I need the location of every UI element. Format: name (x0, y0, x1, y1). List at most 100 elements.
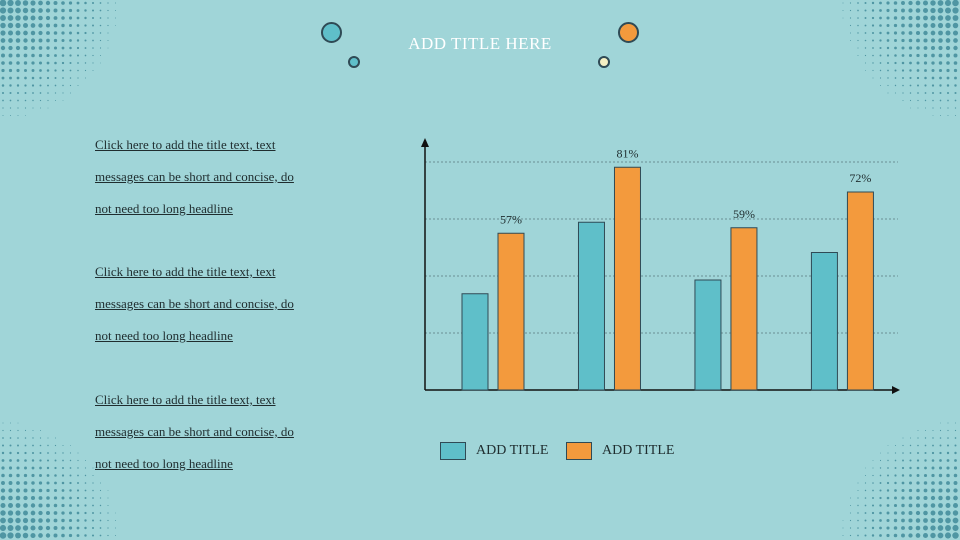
halftone-dot (931, 61, 935, 65)
halftone-dot (15, 495, 21, 501)
halftone-dot (0, 45, 6, 51)
halftone-dot (915, 15, 921, 21)
halftone-dot (9, 451, 12, 455)
text-block-1[interactable]: Click here to add the title text, text m… (95, 129, 345, 225)
halftone-dot (902, 437, 904, 439)
halftone-dot (879, 9, 882, 12)
halftone-dot (901, 54, 905, 57)
data-label: 72% (849, 171, 871, 185)
halftone-dot (7, 525, 14, 531)
halftone-dot (909, 99, 912, 102)
halftone-dot (61, 533, 65, 538)
halftone-dot (923, 30, 928, 36)
text-line[interactable]: not need too long headline (95, 456, 233, 471)
halftone-dot (84, 474, 87, 477)
text-block-2[interactable]: Click here to add the title text, text m… (95, 256, 345, 352)
halftone-dot (61, 69, 65, 72)
halftone-dot (930, 15, 936, 21)
halftone-dot (886, 526, 890, 530)
halftone-dot (923, 518, 928, 523)
halftone-dot (76, 489, 80, 492)
halftone-dot (107, 40, 109, 41)
halftone-dot (932, 99, 934, 102)
halftone-dot (1, 91, 5, 95)
halftone-dot (84, 47, 87, 49)
halftone-dot (915, 30, 921, 36)
halftone-dot (46, 496, 50, 500)
halftone-dot (99, 32, 102, 34)
halftone-dot (917, 444, 919, 447)
halftone-dot (46, 503, 50, 508)
halftone-dot (7, 15, 14, 21)
halftone-dot (864, 489, 867, 492)
text-block-3[interactable]: Click here to add the title text, text m… (95, 384, 345, 480)
halftone-dot (952, 502, 959, 509)
halftone-dot (931, 466, 935, 470)
legend-label: ADD TITLE (602, 443, 675, 458)
text-line[interactable]: not need too long headline (95, 328, 233, 343)
halftone-dot (9, 107, 12, 109)
halftone-dot (947, 437, 949, 439)
halftone-dot (40, 430, 41, 431)
halftone-dot (8, 488, 13, 493)
halftone-dot (952, 30, 959, 36)
text-line[interactable]: messages can be short and concise, do (95, 169, 294, 184)
x-axis-arrow-icon (892, 386, 900, 394)
text-line[interactable]: Click here to add the title text, text (95, 392, 276, 407)
halftone-dot (31, 488, 35, 493)
halftone-dot (901, 31, 905, 35)
halftone-dot (893, 8, 898, 13)
text-line[interactable]: Click here to add the title text, text (95, 264, 276, 279)
text-line[interactable]: messages can be short and concise, do (95, 296, 294, 311)
halftone-dot (894, 496, 897, 500)
halftone-dot (53, 518, 58, 523)
halftone-dot (24, 429, 27, 432)
halftone-dot (76, 39, 80, 42)
halftone-dot (954, 99, 957, 102)
halftone-dot (952, 15, 959, 21)
text-line[interactable]: Click here to add the title text, text (95, 137, 276, 152)
halftone-dot (947, 99, 949, 102)
slide-title[interactable]: ADD TITLE HERE (408, 34, 552, 53)
halftone-dot (886, 39, 890, 42)
halftone-dot (61, 38, 65, 43)
halftone-dot (24, 99, 27, 102)
halftone-dot (917, 430, 919, 431)
halftone-dot (31, 69, 35, 72)
halftone-dot (931, 84, 935, 87)
halftone-dot (107, 497, 109, 499)
halftone-dot (894, 61, 897, 65)
halftone-dot (7, 30, 14, 36)
text-line[interactable]: not need too long headline (95, 201, 233, 216)
halftone-dot (61, 526, 65, 530)
halftone-dot (864, 9, 867, 12)
halftone-dot (947, 422, 949, 424)
legend-swatch-series-2 (566, 442, 592, 460)
halftone-dot (923, 46, 928, 50)
halftone-dot (872, 482, 874, 484)
halftone-dot (938, 30, 943, 36)
text-line[interactable]: messages can be short and concise, do (95, 424, 294, 439)
halftone-dot (69, 84, 72, 87)
halftone-dot (894, 54, 897, 57)
halftone-dot (893, 511, 898, 515)
halftone-dot (908, 38, 913, 43)
halftone-dot (893, 503, 898, 508)
halftone-dot (17, 107, 19, 109)
halftone-dot (945, 517, 951, 524)
halftone-dot (901, 496, 905, 500)
halftone-dot (46, 38, 50, 43)
halftone-dot (70, 445, 71, 446)
halftone-dot (107, 504, 109, 507)
halftone-dot (24, 459, 27, 462)
halftone-dot (872, 39, 874, 42)
halftone-dot (107, 527, 109, 529)
halftone-dot (38, 46, 43, 50)
halftone-dot (17, 437, 19, 439)
halftone-dot (15, 7, 21, 14)
halftone-dot (908, 525, 913, 531)
halftone-dot (864, 24, 867, 27)
halftone-dot (45, 8, 51, 13)
cream-bubble-icon (598, 56, 610, 68)
halftone-dot (871, 526, 875, 530)
